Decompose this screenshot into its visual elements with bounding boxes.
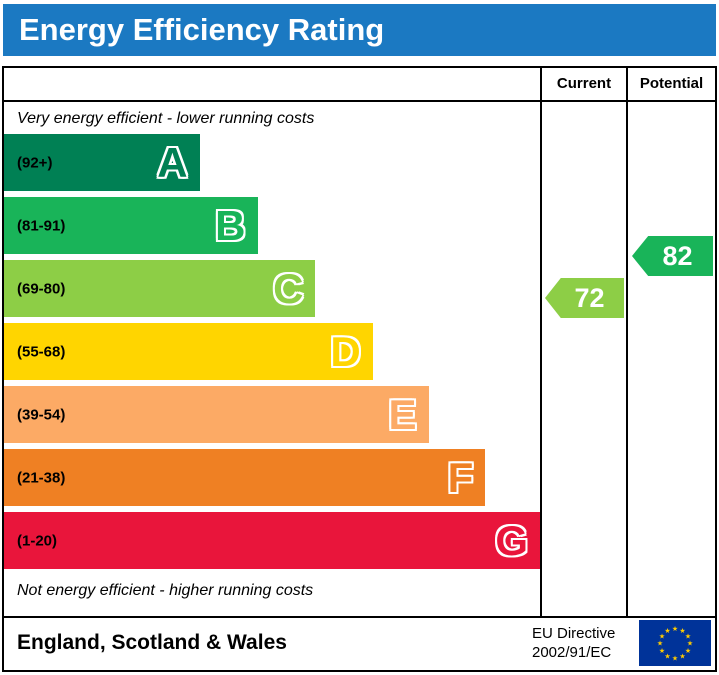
band-row-A: (92+) A [4, 134, 540, 191]
band-range-label: (55-68) [17, 343, 66, 360]
potential-column-header: Potential [626, 68, 715, 100]
current-column-header: Current [540, 68, 626, 100]
eu-flag-icon: ★ ★ ★ ★ ★ ★ ★ ★ ★ ★ ★ ★ [639, 620, 711, 666]
bottom-note: Not energy efficient - higher running co… [17, 582, 314, 599]
svg-text:★: ★ [687, 640, 693, 648]
band-letter: G [495, 516, 528, 564]
potential-column: 82 [626, 102, 715, 616]
bands-area: Very energy efficient - lower running co… [4, 102, 540, 616]
svg-text:★: ★ [664, 653, 670, 661]
band-bar-E: (39-54) E [4, 386, 429, 443]
svg-text:★: ★ [659, 633, 665, 641]
band-bar-A: (92+) A [4, 134, 200, 191]
region-label: England, Scotland & Wales [17, 631, 287, 654]
svg-text:★: ★ [664, 627, 670, 635]
svg-text:★: ★ [672, 625, 678, 633]
current-arrow: 72 [545, 278, 624, 318]
eu-flag-stars: ★ ★ ★ ★ ★ ★ ★ ★ ★ ★ ★ ★ [657, 625, 693, 663]
chart-header-row: Current Potential [4, 68, 715, 102]
band-letter: C [273, 264, 304, 312]
svg-text:★: ★ [657, 640, 663, 648]
footer-bar: England, Scotland & Wales EU Directive 2… [2, 618, 717, 672]
svg-text:★: ★ [659, 647, 665, 655]
band-letter: A [157, 138, 188, 186]
potential-arrow: 82 [632, 236, 713, 276]
eu-directive-label: EU Directive 2002/91/EC [532, 624, 615, 662]
band-range-label: (21-38) [17, 469, 66, 486]
band-row-E: (39-54) E [4, 386, 540, 443]
band-bar-G: (1-20) G [4, 512, 540, 569]
eu-directive-line2: 2002/91/EC [532, 644, 612, 661]
band-bar-F: (21-38) F [4, 449, 486, 506]
band-range-label: (69-80) [17, 280, 66, 297]
band-range-label: (92+) [17, 154, 53, 171]
band-bar-B: (81-91) B [4, 197, 258, 254]
band-bar-C: (69-80) C [4, 260, 316, 317]
svg-text:★: ★ [685, 633, 691, 641]
band-row-D: (55-68) D [4, 323, 540, 380]
band-letter: B [215, 201, 246, 249]
band-bar-D: (55-68) D [4, 323, 373, 380]
band-rows: (92+) A (81-91) B (69-80) C (55-68) D (39-54) E (2… [4, 134, 540, 575]
svg-text:★: ★ [685, 647, 691, 655]
rating-chart: Current Potential Very energy efficient … [2, 66, 717, 618]
band-letter: E [388, 390, 417, 438]
band-range-label: (1-20) [17, 532, 58, 549]
current-column: 72 [540, 102, 626, 616]
svg-text:★: ★ [679, 653, 685, 661]
svg-text:★: ★ [672, 655, 678, 663]
svg-text:★: ★ [679, 627, 685, 635]
band-range-label: (81-91) [17, 217, 66, 234]
eu-directive-line1: EU Directive [532, 625, 616, 642]
band-range-label: (39-54) [17, 406, 66, 423]
page-title: Energy Efficiency Rating [3, 4, 716, 56]
band-letter: D [330, 327, 361, 375]
band-row-C: (69-80) C [4, 260, 540, 317]
top-note: Very energy efficient - lower running co… [17, 110, 315, 127]
band-letter: F [447, 453, 474, 501]
band-row-G: (1-20) G [4, 512, 540, 569]
band-row-B: (81-91) B [4, 197, 540, 254]
band-row-F: (21-38) F [4, 449, 540, 506]
eu-flag-field [639, 620, 711, 666]
